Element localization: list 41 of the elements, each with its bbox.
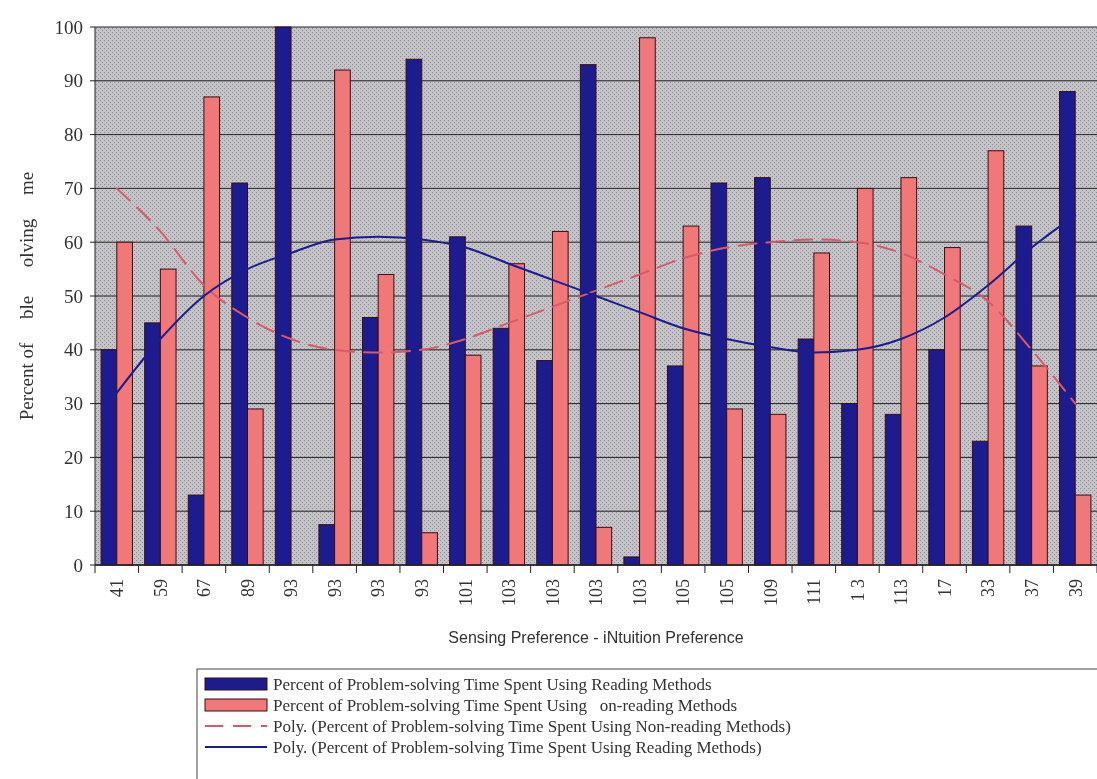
- x-tick-label: 41: [107, 579, 128, 597]
- x-tick-label: 39: [1065, 579, 1086, 597]
- x-tick-label: 37: [1021, 579, 1042, 597]
- y-tick-label: 90: [64, 70, 83, 92]
- x-tick-label: 93: [281, 579, 302, 597]
- y-tick-label: 10: [64, 500, 83, 522]
- x-tick-label: 33: [978, 579, 999, 597]
- x-tick-label: 67: [194, 579, 215, 597]
- legend-label: Poly. (Percent of Problem-solving Time Spent Using Non-reading Methods): [273, 717, 791, 737]
- x-tick-label: 103: [499, 579, 520, 606]
- x-tick-label: 103: [542, 579, 563, 606]
- x-tick-label: 103: [586, 579, 607, 606]
- x-tick-label: 17: [934, 579, 955, 597]
- y-tick-label: 50: [64, 285, 83, 307]
- y-tick-label: 0: [73, 554, 83, 576]
- legend-label: Percent of Problem-solving Time Spent Using Reading Methods: [273, 675, 712, 695]
- legend-label: Percent of Problem-solving Time Spent Using on-reading Methods: [273, 696, 738, 716]
- y-tick-label: 80: [64, 124, 83, 146]
- y-tick-label: 40: [64, 339, 83, 361]
- x-tick-label: 89: [237, 579, 258, 597]
- x-tick-label: 103: [629, 579, 650, 606]
- line-series: [115, 187, 1077, 405]
- x-tick-label: 1 3: [847, 579, 868, 602]
- x-axis-title: Sensing Preference - iNtuition Preference: [448, 629, 744, 646]
- x-tick-label: 109: [760, 579, 781, 606]
- x-tick-label: 105: [717, 579, 737, 606]
- y-tick-label: 30: [64, 393, 83, 415]
- x-tick-label: 59: [150, 579, 171, 597]
- x-tick-label: 113: [891, 579, 912, 606]
- x-tick-label: 105: [673, 579, 694, 606]
- y-tick-label: 60: [64, 231, 83, 253]
- y-tick-label: 70: [64, 178, 83, 200]
- y-tick-label: 100: [54, 16, 83, 38]
- y-axis-title: Percent of ble olving me: [15, 171, 37, 421]
- x-tick-label: 111: [804, 579, 825, 605]
- x-tick-label: 93: [368, 579, 389, 597]
- x-tick-label: 101: [455, 579, 476, 606]
- legend-label: Poly. (Percent of Problem-solving Time Spent Using Reading Methods): [273, 738, 762, 758]
- x-tick-label: 93: [412, 579, 433, 597]
- y-tick-label: 20: [64, 447, 83, 469]
- x-tick-label: 93: [324, 579, 345, 597]
